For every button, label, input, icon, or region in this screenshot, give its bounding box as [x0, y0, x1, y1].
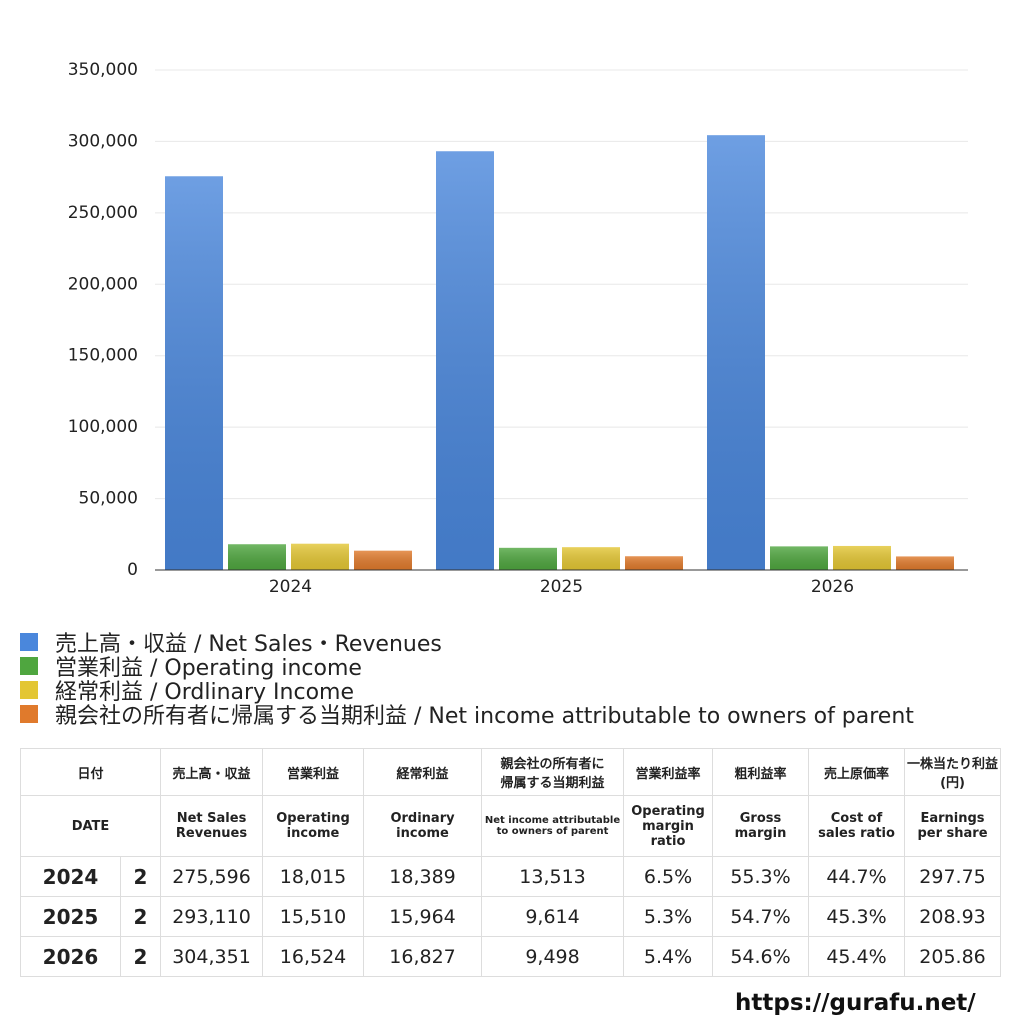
- table-cell: 9,614: [481, 896, 625, 937]
- table-cell: 6.5%: [623, 856, 714, 897]
- y-tick-label: 150,000: [68, 346, 138, 366]
- header-cell: Net Sales Revenues: [160, 795, 264, 857]
- header-cell: 売上原価率: [808, 748, 906, 796]
- table-cell: 2025: [20, 896, 121, 937]
- bar-shade: [833, 545, 891, 570]
- table-cell: 293,110: [160, 896, 264, 937]
- table-cell: 205.86: [904, 936, 1002, 977]
- bar-shade: [625, 556, 683, 570]
- legend-swatch: [20, 657, 38, 675]
- header-cell: 営業利益率: [623, 748, 714, 796]
- header-cell: Gross margin: [712, 795, 810, 857]
- footer: https://gurafu.net/: [735, 990, 976, 1016]
- bar-shade: [436, 151, 494, 570]
- y-tick-label: 50,000: [79, 489, 138, 509]
- header-cell: 一株当たり利益 (円): [904, 748, 1002, 796]
- chart: 0 50,000 100,000 150,000 200,000 250,000 300,0…: [68, 60, 968, 597]
- table-cell: 2: [119, 936, 162, 977]
- table-cell: 16,524: [262, 936, 365, 977]
- bar-shade: [291, 543, 349, 570]
- legend-item: 売上高・収益 / Net Sales・Revenues: [20, 630, 914, 657]
- y-tick-label: 300,000: [68, 131, 138, 151]
- table-cell: 45.4%: [808, 936, 906, 977]
- data-row: 2024 2 275,596 18,015 18,389 13,513 6.5% 55.3% 4…: [20, 856, 1002, 897]
- table-cell: 54.6%: [712, 936, 810, 977]
- table-cell: 304,351: [160, 936, 264, 977]
- legend-label: 売上高・収益 / Net Sales・Revenues: [55, 632, 442, 657]
- header-cell: 営業利益: [262, 748, 365, 796]
- legend-swatch: [20, 705, 38, 723]
- header-cell: 日付: [19, 748, 162, 796]
- table-cell: 54.7%: [712, 896, 810, 937]
- legend-item: 親会社の所有者に帰属する当期利益 / Net income attributab…: [20, 702, 914, 729]
- table-cell: 297.75: [904, 856, 1002, 897]
- y-tick-label: 250,000: [68, 203, 138, 223]
- legend-item: 経常利益 / Ordlinary Income: [20, 678, 914, 705]
- data-row: 2025 2 293,110 15,510 15,964 9,614 5.3% 54.7% 45…: [20, 896, 1002, 937]
- table-cell: 2: [119, 856, 162, 897]
- bar-shade: [499, 547, 557, 570]
- header-cell: Net income attributable to owners of par…: [481, 795, 625, 857]
- legend-swatch: [20, 681, 38, 699]
- bar-shade: [562, 547, 620, 570]
- y-tick-label: 100,000: [68, 417, 138, 437]
- header-cell: 親会社の所有者に 帰属する当期利益: [481, 748, 625, 796]
- x-tick-label: 2024: [269, 577, 312, 597]
- bar-shade: [770, 546, 828, 570]
- header-cell: 経常利益: [363, 748, 483, 796]
- legend-label: 経常利益 / Ordlinary Income: [55, 680, 354, 705]
- bar-shade: [707, 135, 765, 570]
- table-cell: 275,596: [160, 856, 264, 897]
- bar-shade: [165, 176, 223, 570]
- table-cell: 15,510: [262, 896, 365, 937]
- table-cell: 55.3%: [712, 856, 810, 897]
- x-tick-label: 2025: [540, 577, 583, 597]
- table-cell: 18,015: [262, 856, 365, 897]
- legend-item: 営業利益 / Operating income: [20, 654, 914, 681]
- y-tick-label: 200,000: [68, 274, 138, 294]
- table-cell: 208.93: [904, 896, 1002, 937]
- table-cell: 45.3%: [808, 896, 906, 937]
- header-cell: DATE: [19, 795, 162, 857]
- table-cell: 44.7%: [808, 856, 906, 897]
- header-cell: Earnings per share: [904, 795, 1002, 857]
- table-cell: 2: [119, 896, 162, 937]
- table-cell: 18,389: [363, 856, 483, 897]
- table-cell: 13,513: [481, 856, 625, 897]
- header-cell: 粗利益率: [712, 748, 810, 796]
- header-cell: 売上高・収益: [160, 748, 264, 796]
- data-table: 日付 売上高・収益 営業利益 経常利益 親会社の所有者に 帰属する当期利益 営業利益率 粗利…: [19, 748, 1002, 977]
- header-cell: Cost of sales ratio: [808, 795, 906, 857]
- legend-swatch: [20, 633, 38, 651]
- y-tick-label: 350,000: [68, 60, 138, 80]
- bar-shade: [354, 550, 412, 570]
- header-cell: Operating income: [262, 795, 365, 857]
- table-cell: 5.4%: [623, 936, 714, 977]
- legend-label: 営業利益 / Operating income: [55, 656, 362, 681]
- table-cell: 15,964: [363, 896, 483, 937]
- y-tick-label: 0: [127, 560, 138, 580]
- data-row: 2026 2 304,351 16,524 16,827 9,498 5.4% 54.6% 45…: [20, 936, 1002, 977]
- legend-label: 親会社の所有者に帰属する当期利益 / Net income attributab…: [55, 704, 914, 729]
- table-cell: 16,827: [363, 936, 483, 977]
- table-cell: 2024: [20, 856, 121, 897]
- header-row: DATE Net Sales Revenues Operating income Or…: [19, 795, 1002, 857]
- header-row: 日付 売上高・収益 営業利益 経常利益 親会社の所有者に 帰属する当期利益 営業利益率 粗利…: [19, 748, 1002, 796]
- header-cell: Ordinary income: [363, 795, 483, 857]
- table-cell: 2026: [20, 936, 121, 977]
- legend: 売上高・収益 / Net Sales・Revenues 営業利益 / Operat…: [20, 630, 914, 729]
- header-cell: Operating margin ratio: [623, 795, 714, 857]
- bar-shade: [896, 556, 954, 570]
- table-cell: 9,498: [481, 936, 625, 977]
- table-cell: 5.3%: [623, 896, 714, 937]
- x-tick-label: 2026: [811, 577, 854, 597]
- bar-shade: [228, 544, 286, 570]
